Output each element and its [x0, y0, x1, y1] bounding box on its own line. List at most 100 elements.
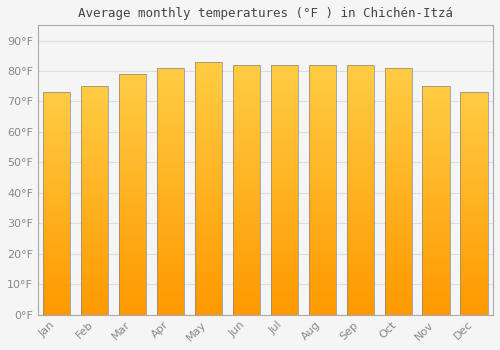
- Bar: [460, 266, 487, 270]
- Bar: [43, 150, 70, 155]
- Bar: [270, 165, 298, 170]
- Bar: [157, 73, 184, 78]
- Bar: [43, 239, 70, 244]
- Bar: [460, 110, 487, 114]
- Bar: [157, 117, 184, 122]
- Bar: [346, 125, 374, 130]
- Bar: [157, 132, 184, 137]
- Bar: [384, 201, 412, 206]
- Bar: [270, 260, 298, 265]
- Bar: [270, 85, 298, 90]
- Bar: [43, 155, 70, 159]
- Bar: [308, 205, 336, 210]
- Bar: [346, 275, 374, 280]
- Bar: [460, 230, 487, 235]
- Bar: [270, 140, 298, 145]
- Bar: [460, 168, 487, 173]
- Bar: [81, 256, 108, 260]
- Bar: [195, 173, 222, 178]
- Bar: [195, 244, 222, 249]
- Bar: [270, 235, 298, 240]
- Bar: [81, 136, 108, 141]
- Bar: [195, 239, 222, 244]
- Bar: [81, 241, 108, 246]
- Bar: [422, 219, 450, 223]
- Bar: [422, 232, 450, 237]
- Bar: [195, 128, 222, 133]
- Bar: [422, 256, 450, 260]
- Bar: [43, 128, 70, 132]
- Bar: [308, 70, 336, 75]
- Bar: [460, 221, 487, 226]
- Bar: [195, 203, 222, 209]
- Bar: [346, 270, 374, 275]
- Bar: [43, 217, 70, 221]
- Bar: [157, 162, 184, 167]
- Bar: [270, 250, 298, 255]
- Bar: [157, 152, 184, 157]
- Bar: [460, 137, 487, 141]
- Bar: [233, 160, 260, 165]
- Bar: [43, 195, 70, 199]
- Bar: [119, 194, 146, 199]
- Bar: [422, 159, 450, 164]
- Bar: [195, 158, 222, 163]
- Bar: [270, 210, 298, 215]
- Bar: [422, 241, 450, 246]
- Bar: [460, 257, 487, 261]
- Bar: [384, 88, 412, 93]
- Bar: [460, 252, 487, 257]
- Bar: [460, 181, 487, 186]
- Bar: [460, 163, 487, 168]
- Bar: [157, 231, 184, 236]
- Bar: [157, 216, 184, 221]
- Bar: [346, 155, 374, 160]
- Bar: [346, 240, 374, 245]
- Bar: [195, 102, 222, 107]
- Bar: [195, 259, 222, 264]
- Bar: [384, 221, 412, 226]
- Bar: [195, 214, 222, 219]
- Bar: [460, 279, 487, 284]
- Bar: [233, 90, 260, 95]
- Bar: [195, 87, 222, 92]
- Bar: [43, 288, 70, 293]
- Bar: [384, 98, 412, 103]
- Bar: [157, 68, 184, 315]
- Bar: [270, 145, 298, 150]
- Bar: [308, 110, 336, 115]
- Bar: [233, 190, 260, 195]
- Bar: [233, 95, 260, 100]
- Bar: [43, 204, 70, 208]
- Bar: [384, 182, 412, 187]
- Bar: [384, 305, 412, 310]
- Bar: [460, 284, 487, 288]
- Bar: [81, 159, 108, 164]
- Bar: [308, 260, 336, 265]
- Bar: [119, 286, 146, 291]
- Bar: [460, 114, 487, 119]
- Bar: [81, 100, 108, 105]
- Bar: [384, 172, 412, 176]
- Bar: [384, 68, 412, 315]
- Bar: [460, 97, 487, 101]
- Bar: [270, 100, 298, 105]
- Bar: [270, 70, 298, 75]
- Bar: [422, 164, 450, 168]
- Bar: [346, 285, 374, 290]
- Bar: [384, 236, 412, 241]
- Bar: [346, 120, 374, 125]
- Bar: [346, 110, 374, 115]
- Bar: [460, 190, 487, 195]
- Bar: [422, 292, 450, 296]
- Bar: [384, 167, 412, 172]
- Bar: [157, 265, 184, 270]
- Bar: [119, 132, 146, 136]
- Bar: [119, 214, 146, 218]
- Bar: [81, 105, 108, 109]
- Bar: [270, 265, 298, 270]
- Bar: [119, 146, 146, 151]
- Bar: [270, 115, 298, 120]
- Bar: [233, 155, 260, 160]
- Bar: [460, 301, 487, 306]
